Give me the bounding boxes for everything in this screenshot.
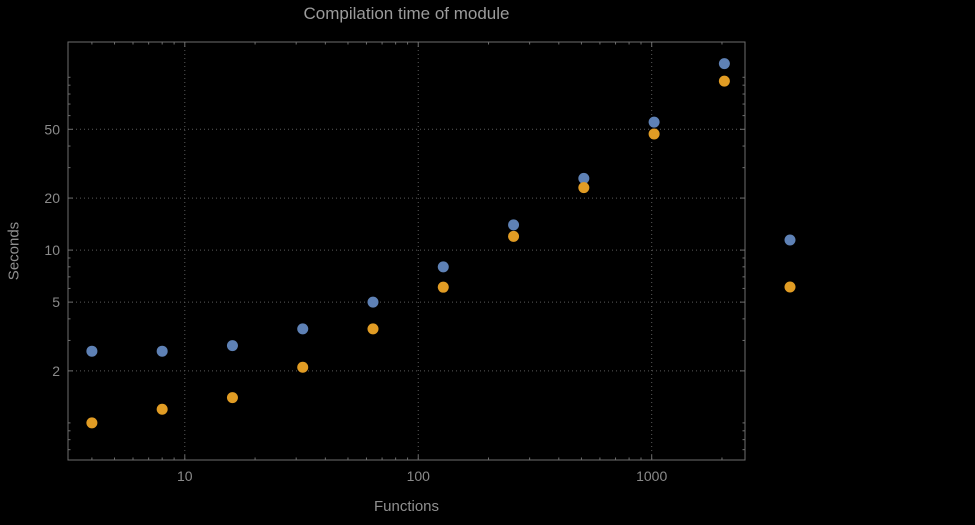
data-point-series-1-blue: [508, 219, 520, 231]
legend-marker-series-1-blue: [784, 234, 796, 246]
data-point-series-2-orange: [508, 230, 520, 242]
y-tick-label: 2: [52, 363, 60, 379]
data-point-series-2-orange: [86, 417, 98, 429]
x-tick-label: 1000: [636, 468, 667, 484]
y-tick-label: 5: [52, 294, 60, 310]
data-point-series-1-blue: [718, 58, 730, 70]
data-point-series-2-orange: [648, 128, 660, 140]
y-tick-label: 10: [44, 242, 60, 258]
data-point-series-1-blue: [86, 345, 98, 357]
x-tick-label: 10: [177, 468, 193, 484]
data-point-series-1-blue: [297, 323, 309, 335]
data-point-series-1-blue: [156, 345, 168, 357]
data-point-series-1-blue: [226, 340, 238, 352]
y-tick-label: 20: [44, 190, 60, 206]
y-tick-label: 50: [44, 121, 60, 137]
data-point-series-2-orange: [718, 75, 730, 87]
chart-title: Compilation time of module: [303, 4, 510, 23]
x-axis-label: Functions: [373, 498, 440, 515]
x-tick-label: 100: [407, 468, 431, 484]
data-point-series-2-orange: [367, 323, 379, 335]
data-point-series-2-orange: [156, 403, 168, 415]
data-point-series-2-orange: [226, 392, 238, 404]
data-point-series-1-blue: [648, 116, 660, 128]
data-point-series-2-orange: [437, 281, 449, 293]
y-axis-label: Seconds: [5, 221, 23, 281]
legend-marker-series-2-orange: [784, 281, 796, 293]
data-point-series-1-blue: [578, 172, 590, 184]
data-point-series-2-orange: [297, 361, 309, 373]
data-point-series-1-blue: [437, 261, 449, 273]
data-point-series-2-orange: [578, 182, 590, 194]
data-point-series-1-blue: [367, 296, 379, 308]
plot-frame: [67, 41, 746, 461]
